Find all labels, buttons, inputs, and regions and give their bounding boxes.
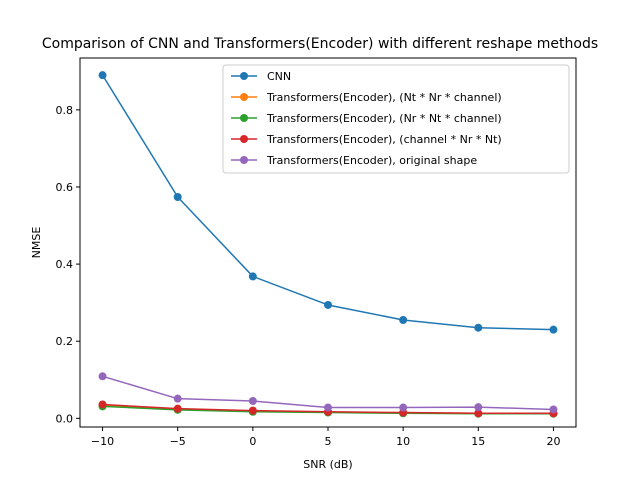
data-point (98, 400, 107, 409)
legend-marker (240, 72, 248, 80)
legend-entry: Transformers(Encoder), (Nr * Nt * channe… (231, 112, 502, 125)
data-point (399, 316, 408, 325)
y-axis-label: NMSE (30, 227, 43, 259)
series-layer (98, 71, 558, 418)
legend-marker (240, 156, 248, 164)
legend-marker (240, 114, 248, 122)
legend-marker (240, 135, 248, 143)
y-tick-label: 0.0 (56, 412, 74, 425)
data-point (324, 403, 332, 412)
y-tick-label: 0.4 (56, 258, 74, 271)
legend-entry: Transformers(Encoder), (channel * Nr * N… (231, 133, 502, 146)
data-point (98, 372, 107, 381)
axis-ticks: −10 −5 0 5 10 15 20 0.0 0.2 0.4 0.6 0.8 (56, 104, 561, 448)
data-point (474, 409, 483, 418)
legend-entry: CNN (231, 70, 291, 83)
legend-box (222, 64, 570, 174)
x-tick-label: 15 (471, 435, 485, 448)
y-tick-label: 0.8 (56, 104, 74, 117)
data-point (248, 396, 257, 405)
data-point (549, 405, 558, 414)
data-point (474, 323, 483, 332)
legend-entry: Transformers(Encoder), original shape (231, 154, 477, 167)
x-tick-label: 20 (546, 435, 560, 448)
legend-label: Transformers(Encoder), (Nr * Nt * channe… (266, 112, 502, 125)
x-tick-label: 0 (249, 435, 256, 448)
data-point (248, 406, 257, 415)
data-point (98, 71, 107, 80)
legend: CNN Transformers(Encoder), (Nt * Nr * cha… (222, 64, 570, 174)
data-point (248, 272, 257, 281)
legend-label: Transformers(Encoder), original shape (266, 154, 477, 167)
data-point (549, 325, 558, 334)
x-tick-label: 5 (325, 435, 332, 448)
data-point (173, 404, 182, 413)
axes-frame (79, 57, 577, 428)
x-tick-label: −10 (91, 435, 114, 448)
series-0 (98, 71, 558, 334)
data-point (173, 193, 182, 202)
series-4 (98, 372, 558, 414)
legend-entry: Transformers(Encoder), (Nt * Nr * channe… (231, 91, 502, 104)
x-tick-label: 10 (396, 435, 410, 448)
legend-label: Transformers(Encoder), (Nt * Nr * channe… (266, 91, 502, 104)
data-point (399, 403, 408, 412)
legend-marker (240, 93, 248, 101)
legend-label: CNN (267, 70, 291, 83)
x-axis-label: SNR (dB) (303, 458, 352, 471)
data-point (474, 403, 483, 412)
y-tick-label: 0.6 (56, 181, 74, 194)
data-point (324, 300, 332, 309)
legend-label: Transformers(Encoder), (channel * Nr * N… (266, 133, 502, 146)
x-tick-label: −5 (170, 435, 186, 448)
chart-title: Comparison of CNN and Transformers(Encod… (42, 36, 598, 52)
y-tick-label: 0.2 (56, 335, 74, 348)
data-point (173, 394, 182, 403)
